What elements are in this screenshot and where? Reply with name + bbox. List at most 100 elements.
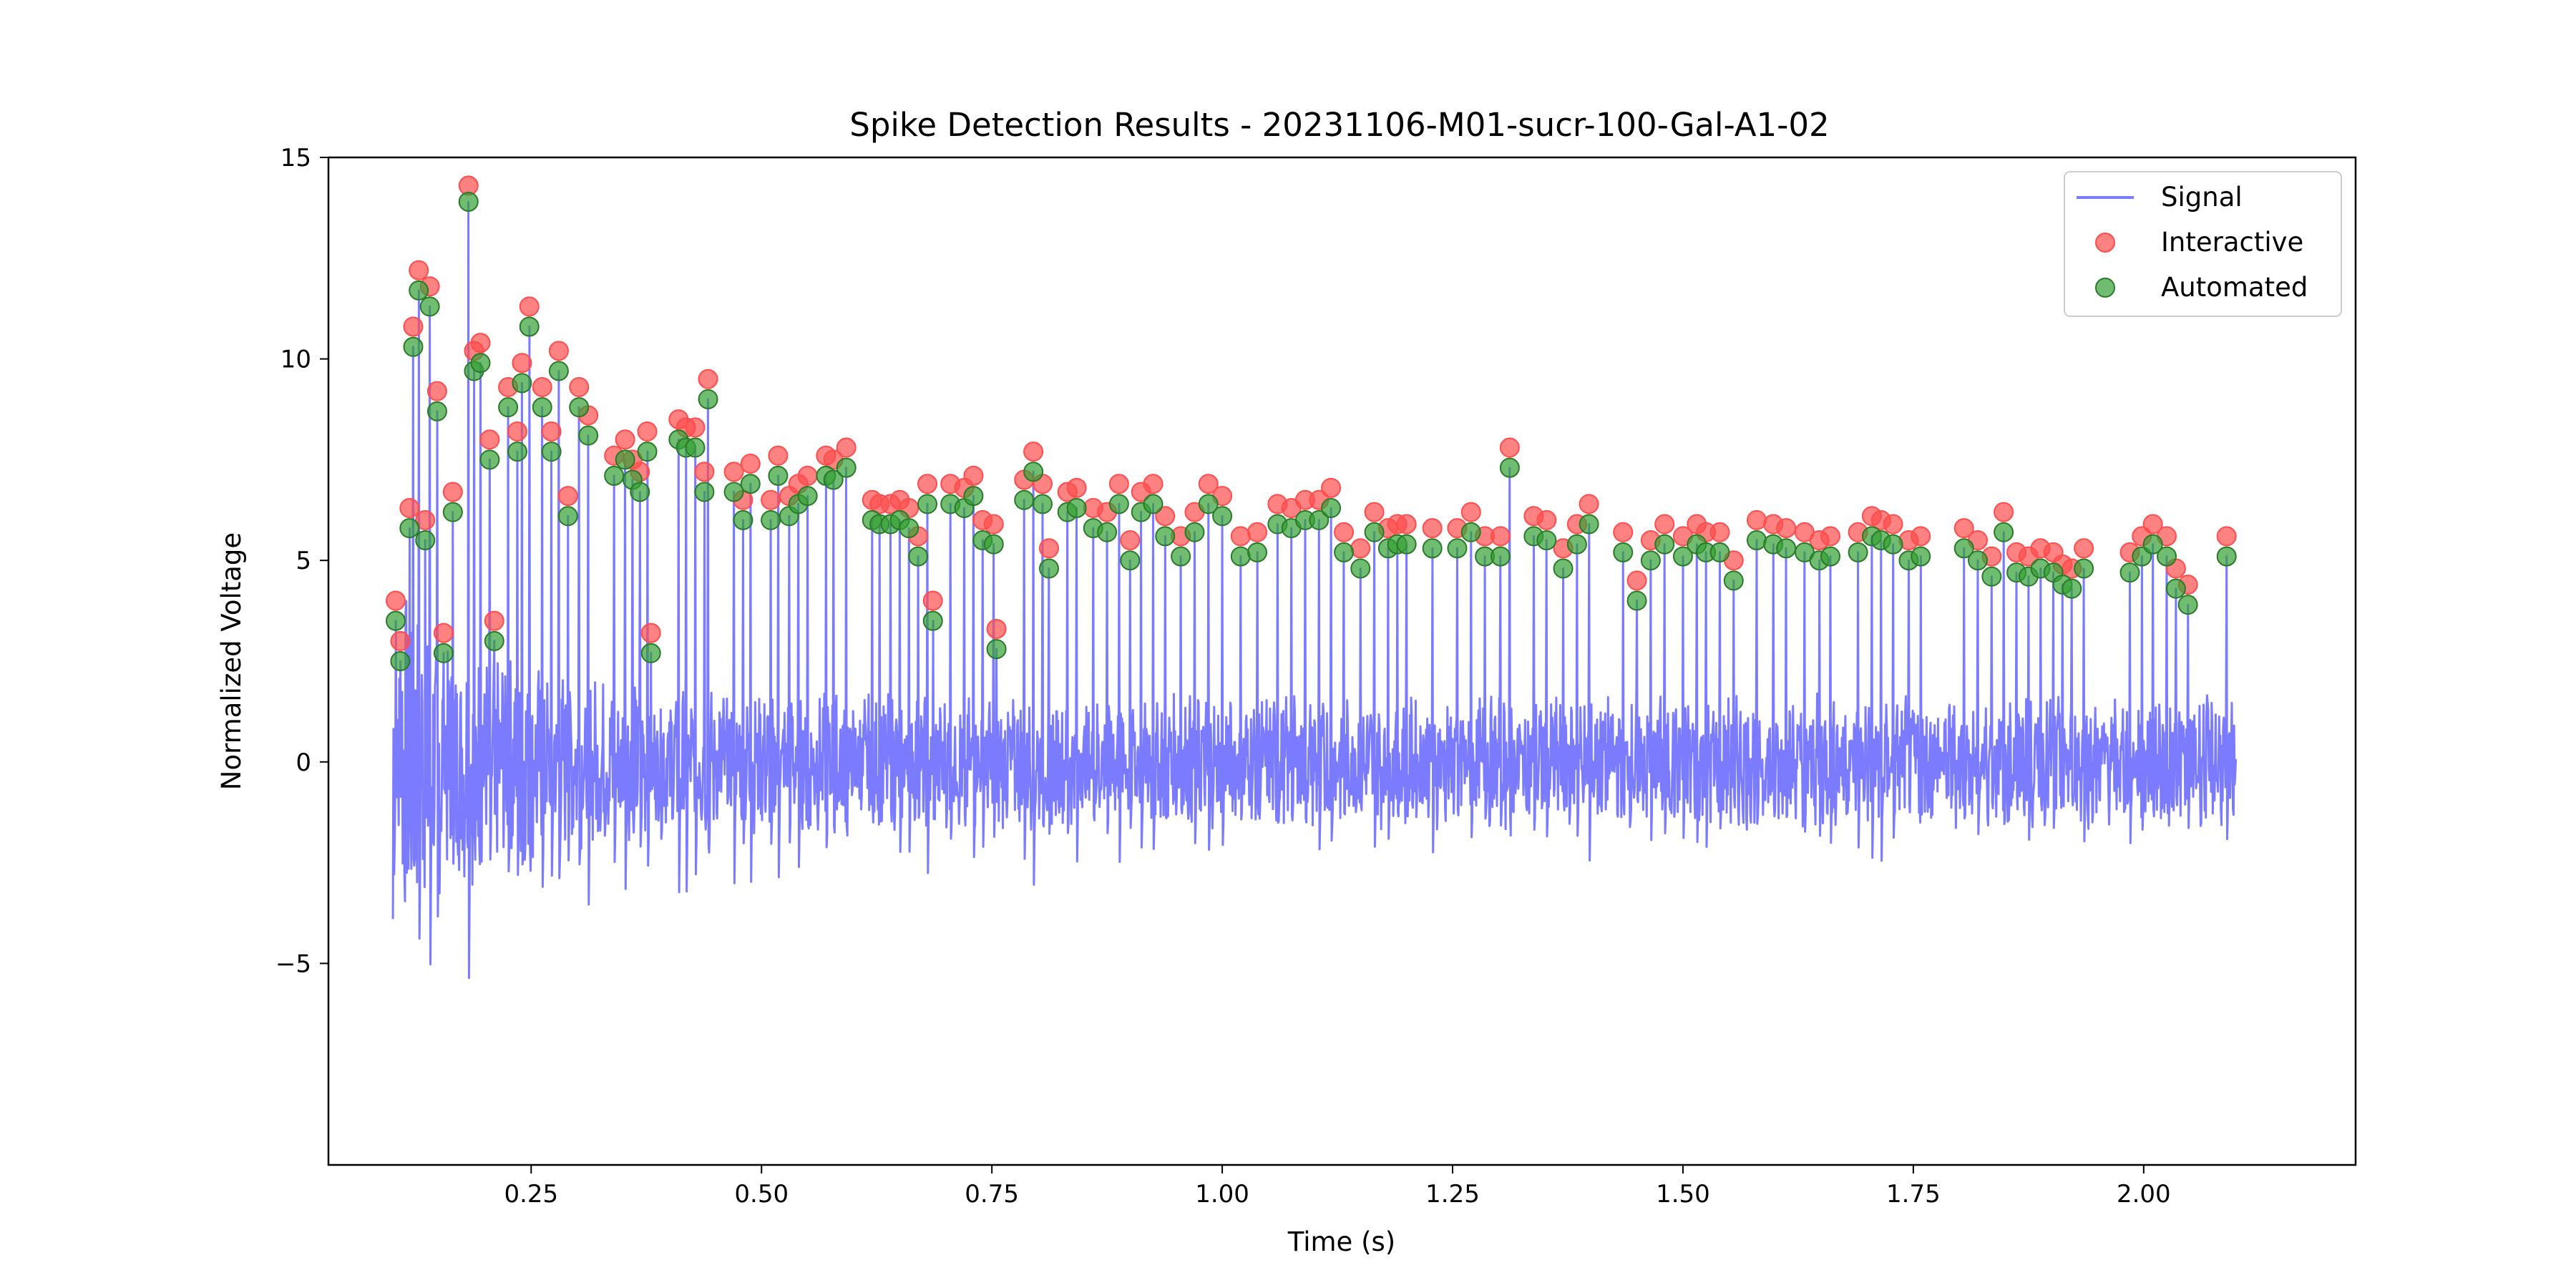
interactive-point [1460, 502, 1481, 522]
interactive-point [1364, 502, 1385, 522]
x-tick-label: 1.75 [1886, 1180, 1941, 1209]
automated-point [733, 509, 753, 530]
automated-markers [386, 191, 2237, 671]
automated-point [1120, 550, 1141, 571]
automated-point [498, 397, 519, 418]
interactive-point [541, 421, 562, 441]
legend: Signal Interactive Automated [2064, 171, 2342, 317]
x-axis: 0.25 0.50 0.75 1.00 1.25 1.50 1.75 2.00 [504, 1165, 2171, 1209]
y-tick-label: 0 [296, 748, 311, 777]
automated-point [442, 502, 463, 522]
automated-point [426, 401, 447, 421]
automated-point [963, 486, 984, 507]
interactive-point [1499, 437, 1520, 458]
automated-point [1108, 494, 1129, 514]
automated-point [922, 610, 943, 631]
interactive-point [1490, 526, 1511, 547]
automated-point [723, 482, 744, 502]
interactive-point [1350, 538, 1371, 559]
interactive-point [519, 296, 540, 317]
interactive-point [1626, 570, 1647, 591]
interactive-point [640, 623, 661, 643]
automated-point [1848, 542, 1868, 562]
interactive-point [1746, 509, 1767, 530]
automated-point [2074, 558, 2094, 579]
x-tick-label: 1.25 [1425, 1180, 1480, 1209]
x-tick-label: 1.00 [1195, 1180, 1249, 1209]
automated-point [1490, 546, 1511, 567]
interactive-point [740, 454, 761, 474]
automated-point [519, 316, 540, 337]
automated-point [479, 449, 500, 470]
automated-point [768, 465, 789, 486]
automated-point [1023, 462, 1044, 482]
automated-point [1447, 538, 1468, 559]
automated-point [1968, 550, 1989, 571]
automated-point [1640, 550, 1661, 571]
automated-point [986, 639, 1007, 660]
x-tick-label: 2.00 [2117, 1180, 2171, 1209]
interactive-point [1321, 477, 1342, 498]
interactive-point [2074, 538, 2094, 559]
automated-point [548, 361, 569, 381]
interactive-point [1396, 514, 1417, 535]
interactive-point [426, 381, 447, 401]
automated-point [399, 518, 420, 539]
legend-automated-swatch [2095, 278, 2115, 298]
y-tick-label: 15 [280, 144, 311, 172]
automated-point [2157, 546, 2177, 567]
automated-point [1566, 534, 1587, 555]
interactive-point [386, 590, 406, 611]
automated-point [1460, 522, 1481, 542]
automated-point [1746, 530, 1767, 551]
automated-point [532, 397, 552, 418]
automated-point [1613, 542, 1634, 562]
interactive-point [1613, 522, 1634, 542]
automated-point [1247, 542, 1268, 562]
automated-point [1198, 494, 1219, 514]
interactive-point [1023, 441, 1044, 462]
automated-point [1981, 566, 2002, 587]
interactive-point [1039, 538, 1060, 559]
automated-point [512, 373, 532, 394]
interactive-point [685, 417, 706, 438]
automated-point [541, 441, 562, 462]
interactive-point [698, 369, 718, 389]
automated-point [1776, 538, 1797, 559]
automated-point [1184, 522, 1205, 542]
interactive-point [569, 377, 590, 398]
interactive-point [484, 610, 504, 631]
y-tick-label: 10 [280, 346, 311, 374]
interactive-point [922, 590, 943, 611]
plot-area [327, 156, 2357, 1166]
automated-point [390, 651, 411, 671]
automated-point [1334, 542, 1355, 562]
interactive-point [986, 618, 1007, 639]
automated-point [2142, 534, 2163, 555]
interactive-point [1334, 522, 1355, 542]
automated-point [1097, 522, 1118, 542]
signal-layer [391, 200, 2238, 980]
automated-point [1883, 534, 1903, 555]
interactive-point [917, 474, 938, 494]
interactive-point [433, 623, 454, 643]
interactive-point [1108, 474, 1129, 494]
interactive-point [442, 482, 463, 502]
interactive-point [768, 445, 789, 466]
y-axis: −5 0 5 10 15 [275, 144, 328, 978]
plot-frame [327, 156, 2357, 1166]
automated-point [637, 441, 658, 462]
automated-point [507, 441, 527, 462]
automated-point [1014, 489, 1035, 510]
interactive-point [390, 630, 411, 651]
automated-point [1820, 546, 1840, 567]
automated-point [1039, 558, 1060, 579]
automated-point [1171, 546, 1191, 567]
interactive-point [479, 429, 500, 450]
interactive-point [532, 377, 552, 398]
automated-point [1672, 546, 1693, 567]
automated-point [908, 546, 929, 567]
interactive-point [963, 465, 984, 486]
interactive-point [1247, 522, 1268, 542]
automated-point [2165, 578, 2186, 599]
